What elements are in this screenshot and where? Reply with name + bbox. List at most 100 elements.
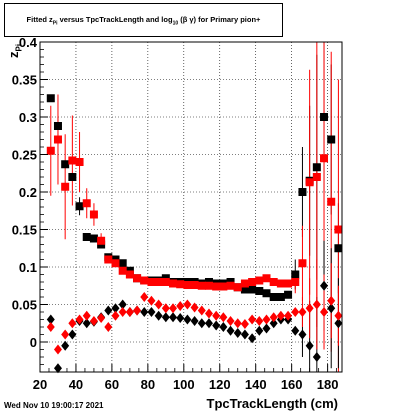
data-point-diamond (226, 316, 235, 326)
data-point-diamond (46, 322, 55, 332)
data-point-square (248, 278, 257, 286)
data-point-diamond (133, 305, 142, 316)
data-point-diamond (97, 313, 106, 323)
data-point-diamond (183, 314, 192, 325)
data-point-diamond (334, 318, 343, 329)
data-point-diamond (61, 340, 70, 351)
data-point-diamond (219, 322, 228, 332)
data-point-diamond (176, 301, 185, 311)
data-point-diamond (140, 307, 149, 317)
data-point-diamond (176, 313, 185, 323)
data-point-diamond (75, 314, 84, 325)
data-point-diamond (161, 312, 170, 323)
data-point-square (291, 270, 300, 279)
data-point-diamond (68, 318, 77, 329)
axes: 20 40 60 80 100 120 140 160 180 0 0.05 0.1 0.15 0.2 0.… (12, 35, 339, 392)
data-point-square (147, 278, 156, 286)
y-tick-label: 0 (30, 335, 37, 350)
data-point-diamond (240, 329, 249, 340)
data-point-square (161, 278, 170, 286)
y-tick-label: 0.2 (19, 185, 37, 200)
data-point-square (82, 233, 91, 241)
data-point-diamond (269, 318, 278, 329)
data-point-square (291, 278, 300, 286)
data-point-diamond (118, 307, 127, 317)
y-tick-label: 0.35 (12, 73, 37, 88)
data-point-square (204, 281, 213, 290)
data-point-square (240, 279, 249, 288)
data-point-square (255, 276, 264, 285)
data-point-square (53, 122, 62, 130)
data-point-square (212, 282, 221, 291)
data-point-diamond (240, 319, 249, 329)
y-tick-label: 0.1 (19, 260, 37, 275)
data-point-square (68, 173, 77, 181)
data-point-diamond (154, 310, 163, 321)
chart-title: Fitted zPi versus TpcTrackLength and log… (26, 15, 261, 27)
x-axis-label: TpcTrackLength (cm) (206, 396, 338, 411)
data-point-square (219, 282, 228, 291)
data-point-diamond (183, 299, 192, 310)
data-point-diamond (312, 352, 321, 362)
data-point-square (61, 160, 70, 169)
data-point-diamond (169, 312, 178, 323)
data-point-diamond (89, 316, 98, 326)
data-point-square (68, 156, 77, 165)
data-point-square (334, 225, 343, 234)
data-point-diamond (262, 323, 271, 334)
data-point-diamond (312, 299, 321, 310)
x-tick-label: 100 (173, 377, 195, 392)
data-point-diamond (298, 307, 307, 317)
data-point-square (269, 293, 278, 301)
data-point-square (75, 158, 84, 166)
data-point-square (327, 197, 336, 206)
data-point-diamond (233, 318, 242, 329)
data-point-square (140, 276, 149, 285)
data-point-square (169, 279, 178, 288)
data-point-diamond (262, 314, 271, 325)
x-tick-label: 180 (317, 377, 339, 392)
data-point-diamond (125, 307, 134, 317)
data-point-diamond (154, 299, 163, 310)
data-point-square (154, 278, 163, 286)
data-point-diamond (68, 329, 77, 340)
data-point-diamond (204, 318, 213, 329)
data-point-square (320, 154, 329, 163)
data-point-square (276, 293, 285, 301)
data-point-diamond (298, 329, 307, 340)
data-point-diamond (61, 329, 70, 340)
data-point-square (298, 188, 307, 196)
data-point-square (89, 234, 98, 243)
data-point-diamond (197, 318, 206, 329)
data-point-square (125, 270, 134, 279)
data-point-diamond (233, 328, 242, 338)
data-point-square (197, 281, 206, 290)
data-point-square (82, 199, 91, 208)
x-tick-label: 20 (33, 377, 47, 392)
data-point-square (284, 290, 293, 299)
data-point-square (75, 202, 84, 211)
data-point-diamond (248, 314, 257, 325)
data-point-square (61, 182, 70, 191)
data-point-diamond (190, 316, 199, 326)
x-tick-label: 40 (69, 377, 83, 392)
data-point-diamond (197, 305, 206, 316)
data-point-square (111, 259, 120, 268)
data-point-square (269, 278, 278, 286)
data-point-diamond (255, 316, 264, 326)
data-point-diamond (212, 310, 221, 321)
data-point-diamond (327, 303, 336, 314)
data-point-diamond (104, 322, 113, 332)
data-point-square (312, 163, 321, 172)
data-point-diamond (320, 307, 329, 317)
x-tick-label: 60 (105, 377, 119, 392)
data-point-diamond (291, 307, 300, 317)
data-point-square (298, 259, 307, 268)
data-point-diamond (255, 325, 264, 336)
data-point-diamond (111, 310, 120, 321)
data-point-diamond (276, 310, 285, 321)
x-tick-label: 80 (141, 377, 155, 392)
data-point-square (240, 285, 249, 294)
data-point-square (133, 274, 142, 283)
